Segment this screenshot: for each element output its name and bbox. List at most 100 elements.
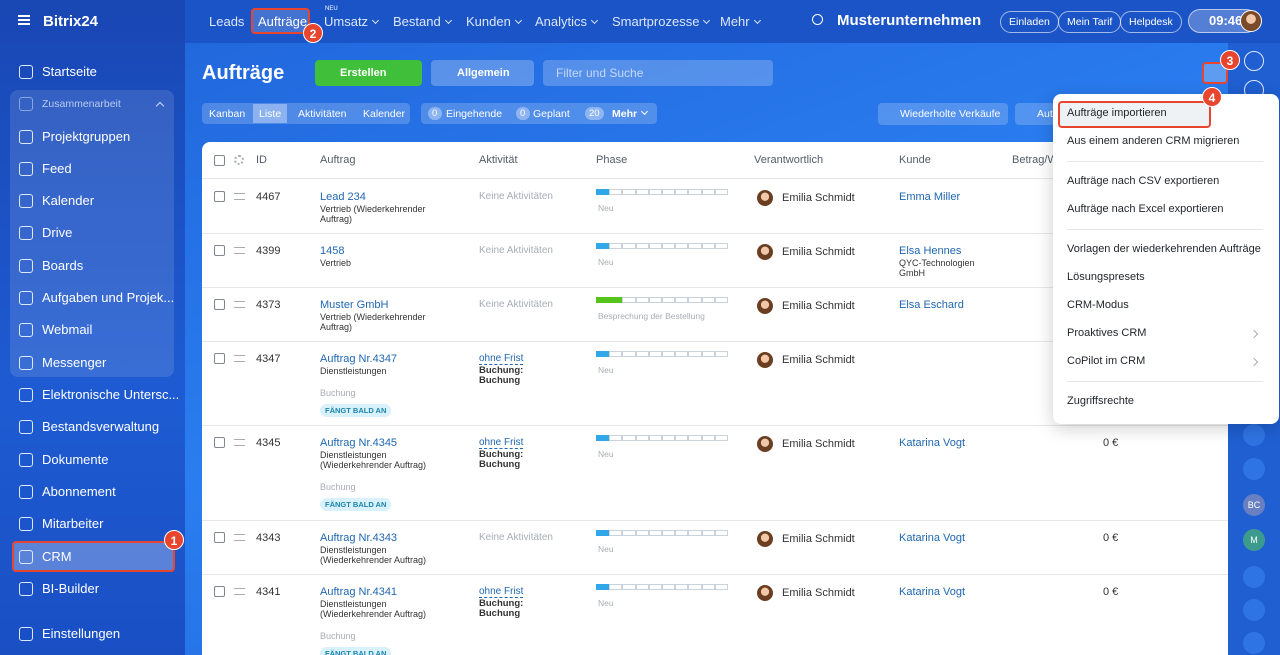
menu-item[interactable]: Zugriffsrechte <box>1067 395 1135 407</box>
amount: 0 € <box>1103 532 1119 544</box>
nav-item[interactable]: Kalender <box>42 193 95 208</box>
nav-item[interactable]: Bestandsverwaltung <box>42 419 160 434</box>
search-box[interactable]: Filter und Suche <box>543 60 773 86</box>
row-checkbox[interactable] <box>214 245 225 256</box>
activity-deadline[interactable]: ohne Frist <box>479 586 524 598</box>
menu-item[interactable]: CoPilot im CRM <box>1067 355 1146 367</box>
top-button[interactable]: Einladen <box>1000 11 1059 33</box>
top-nav-item[interactable]: Bestand <box>393 14 452 29</box>
menu-item[interactable]: CRM-Modus <box>1067 299 1129 311</box>
nav-item[interactable]: Projektgruppen <box>42 129 131 144</box>
order-title[interactable]: Muster GmbH <box>320 299 389 311</box>
client[interactable]: Katarina Vogt <box>899 586 966 598</box>
nav-item[interactable]: Boards <box>42 258 84 273</box>
top-nav-item[interactable]: Aufträge <box>258 14 308 29</box>
order-title[interactable]: Auftrag Nr.4343 <box>320 532 398 544</box>
phase-name: Neu <box>598 598 614 608</box>
repeat-sales[interactable]: Wiederholte Verkäufe <box>878 103 1009 125</box>
responsible: Emilia Schmidt <box>782 438 855 450</box>
phase-segment <box>714 297 728 303</box>
row-checkbox[interactable] <box>214 353 225 364</box>
activity-booking: Buchung: Buchung <box>479 598 524 619</box>
phase-segment <box>675 189 689 195</box>
top-nav-item[interactable]: Analytics <box>535 14 599 29</box>
view-tab[interactable]: Liste <box>259 108 282 120</box>
nav-item[interactable]: CRM <box>42 549 72 564</box>
view-tab[interactable]: Kanban <box>209 108 246 120</box>
create-button[interactable]: Erstellen <box>315 60 422 86</box>
client[interactable]: Katarina Vogt <box>899 437 966 449</box>
row-checkbox[interactable] <box>214 191 225 202</box>
top-nav-item[interactable]: Mehr <box>720 14 761 29</box>
row-id: 4345 <box>256 437 281 449</box>
counter-label[interactable]: Mehr <box>612 107 649 120</box>
menu-item[interactable]: Vorlagen der wiederkehrenden Aufträge <box>1067 243 1261 255</box>
row-checkbox[interactable] <box>214 299 225 310</box>
phase-name: Neu <box>598 544 614 554</box>
phase-segment <box>714 530 728 536</box>
nav-item[interactable]: Startseite <box>42 64 97 79</box>
order-title[interactable]: Auftrag Nr.4347 <box>320 353 398 365</box>
top-button[interactable]: Helpdesk <box>1120 11 1182 33</box>
menu-item[interactable]: Aufträge nach CSV exportieren <box>1067 175 1220 187</box>
order-subtitle: Dienstleistungen (Wiederkehrender Auftra… <box>320 450 427 470</box>
client[interactable]: Katarina Vogt <box>899 532 966 544</box>
settings-button[interactable] <box>1202 62 1228 84</box>
row-checkbox[interactable] <box>214 437 225 448</box>
top-button[interactable]: Mein Tarif <box>1058 11 1122 33</box>
phase-segment <box>609 189 623 195</box>
nav-item[interactable]: Feed <box>42 161 72 176</box>
automation[interactable]: Aut <box>1015 103 1055 125</box>
nav-item[interactable]: Zusammenarbeit <box>42 98 121 110</box>
order-title[interactable]: Lead 234 <box>320 191 366 203</box>
activity-deadline[interactable]: ohne Frist <box>479 353 524 365</box>
filter-button[interactable]: Allgemein <box>431 60 534 86</box>
phase-segment <box>609 351 623 357</box>
phase-bar <box>596 243 728 249</box>
menu-item[interactable]: Aufträge nach Excel exportieren <box>1067 203 1224 215</box>
row-checkbox[interactable] <box>214 532 225 543</box>
nav-item[interactable]: Abonnement <box>42 484 116 499</box>
nav-item[interactable]: Einstellungen <box>42 626 121 641</box>
nav-item[interactable]: BI-Builder <box>42 581 100 596</box>
nav-item[interactable]: Mitarbeiter <box>42 516 104 531</box>
order-title[interactable]: Auftrag Nr.4345 <box>320 437 398 449</box>
view-tab[interactable]: Kalender <box>363 108 406 120</box>
counter-count: 0 <box>428 107 442 120</box>
nav-item[interactable]: Dokumente <box>42 452 109 467</box>
phase-bar <box>596 351 728 357</box>
nav-item[interactable]: Drive <box>42 225 73 240</box>
view-tab[interactable]: Aktivitäten <box>298 108 347 120</box>
menu-item[interactable]: Aus einem anderen CRM migrieren <box>1067 135 1240 147</box>
client[interactable]: Emma Miller <box>899 191 961 203</box>
activity-deadline[interactable]: ohne Frist <box>479 437 524 449</box>
phase-segment <box>675 435 689 441</box>
client[interactable]: Elsa Eschard <box>899 299 964 311</box>
top-nav-item[interactable]: Umsatz <box>324 14 380 29</box>
row-checkbox[interactable] <box>214 586 225 597</box>
phase-segment <box>662 351 676 357</box>
top-nav-item[interactable]: Smartprozesse <box>612 14 711 29</box>
order-title[interactable]: 1458 <box>320 245 345 257</box>
nav-item[interactable]: Webmail <box>42 322 93 337</box>
group-box <box>10 90 174 377</box>
nav-item[interactable]: Elektronische Untersc... <box>42 387 180 402</box>
phase-segment <box>662 584 676 590</box>
active-item <box>12 541 175 572</box>
counter-label[interactable]: Eingehende <box>446 108 503 120</box>
phase-segment <box>596 297 610 303</box>
menu-item[interactable]: Aufträge importieren <box>1067 107 1167 119</box>
nav-item[interactable]: Messenger <box>42 355 107 370</box>
menu-item[interactable]: Lösungspresets <box>1067 271 1145 283</box>
top-nav-item[interactable]: Kunden <box>466 14 522 29</box>
top-nav-item[interactable]: Leads <box>209 14 245 29</box>
settings-menu <box>1053 94 1279 424</box>
client[interactable]: Elsa Hennes <box>899 245 962 257</box>
rail-avatar: M <box>1243 529 1265 551</box>
nav-item[interactable]: Aufgaben und Projek... <box>42 290 175 305</box>
item-icon <box>19 627 33 641</box>
order-title[interactable]: Auftrag Nr.4341 <box>320 586 398 598</box>
phase-segment <box>675 351 689 357</box>
counter-label[interactable]: Geplant <box>533 108 570 120</box>
menu-item[interactable]: Proaktives CRM <box>1067 327 1147 339</box>
